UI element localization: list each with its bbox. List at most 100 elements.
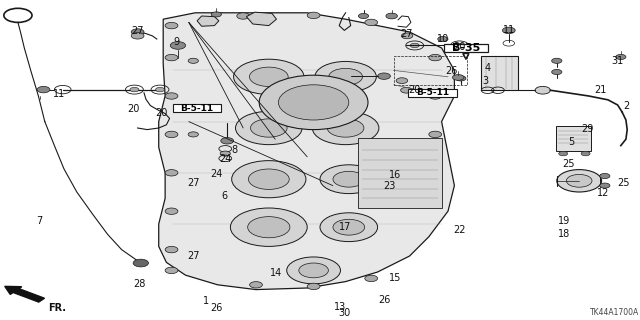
Circle shape — [37, 86, 50, 93]
Circle shape — [230, 208, 307, 246]
Circle shape — [165, 93, 178, 99]
Text: 18: 18 — [558, 228, 571, 239]
Text: 23: 23 — [383, 181, 396, 191]
Circle shape — [165, 170, 178, 176]
Text: 26: 26 — [378, 295, 391, 305]
Text: 28: 28 — [133, 279, 146, 289]
Circle shape — [365, 275, 378, 282]
Circle shape — [566, 174, 592, 187]
Text: 17: 17 — [339, 221, 352, 232]
Text: 14: 14 — [270, 268, 283, 278]
Circle shape — [156, 87, 164, 92]
Text: B-35: B-35 — [452, 43, 480, 53]
Circle shape — [248, 169, 289, 189]
Circle shape — [278, 85, 349, 120]
Text: 16: 16 — [389, 170, 402, 180]
Circle shape — [456, 76, 466, 81]
Circle shape — [410, 43, 419, 48]
Circle shape — [133, 259, 148, 267]
Circle shape — [165, 22, 178, 29]
Circle shape — [365, 19, 378, 26]
Circle shape — [307, 283, 320, 290]
Circle shape — [535, 86, 550, 94]
Text: 20: 20 — [408, 84, 421, 95]
Circle shape — [250, 282, 262, 288]
Circle shape — [378, 73, 390, 79]
Circle shape — [315, 61, 376, 92]
Circle shape — [248, 217, 290, 238]
Text: 24: 24 — [210, 169, 223, 180]
Circle shape — [502, 27, 515, 34]
Text: 9: 9 — [173, 36, 179, 47]
Text: 27: 27 — [400, 28, 413, 39]
Text: 26: 26 — [445, 66, 458, 76]
Text: 19: 19 — [558, 216, 571, 227]
Text: 27: 27 — [187, 251, 200, 261]
Circle shape — [165, 131, 178, 138]
Polygon shape — [246, 12, 276, 26]
Circle shape — [259, 75, 368, 130]
Bar — [556, 126, 591, 151]
Circle shape — [312, 111, 379, 145]
Circle shape — [327, 119, 364, 137]
Circle shape — [320, 165, 378, 194]
Text: 29: 29 — [581, 124, 594, 134]
Circle shape — [170, 42, 186, 49]
Circle shape — [250, 119, 287, 137]
Circle shape — [211, 12, 221, 17]
Text: 13: 13 — [334, 301, 347, 312]
Circle shape — [165, 54, 178, 61]
Circle shape — [333, 219, 365, 235]
Bar — [394, 56, 467, 85]
Text: 20: 20 — [156, 108, 168, 118]
Circle shape — [188, 58, 198, 63]
Circle shape — [429, 131, 442, 138]
Text: 20: 20 — [127, 104, 140, 115]
Circle shape — [333, 171, 365, 187]
Circle shape — [616, 54, 626, 60]
Text: 4: 4 — [484, 63, 491, 74]
Circle shape — [299, 263, 328, 278]
Circle shape — [600, 183, 610, 188]
FancyBboxPatch shape — [408, 89, 457, 97]
Text: 11: 11 — [502, 25, 515, 35]
Circle shape — [452, 75, 464, 80]
Circle shape — [552, 69, 562, 75]
Circle shape — [221, 138, 234, 144]
Text: 15: 15 — [389, 273, 402, 284]
Circle shape — [234, 59, 304, 94]
Circle shape — [429, 54, 442, 61]
Text: 21: 21 — [594, 85, 607, 95]
Text: B-5-11: B-5-11 — [416, 88, 449, 97]
Circle shape — [401, 87, 412, 93]
Circle shape — [358, 13, 369, 19]
Circle shape — [581, 151, 590, 156]
Text: 25: 25 — [562, 159, 575, 169]
Circle shape — [165, 208, 178, 214]
Polygon shape — [197, 16, 219, 26]
Circle shape — [559, 151, 568, 156]
FancyBboxPatch shape — [444, 44, 488, 52]
Text: 20: 20 — [453, 42, 466, 52]
Text: 30: 30 — [338, 308, 351, 318]
Circle shape — [165, 267, 178, 274]
Text: FR.: FR. — [48, 303, 66, 313]
Text: 27: 27 — [131, 26, 144, 36]
Circle shape — [220, 151, 230, 156]
Circle shape — [236, 111, 302, 145]
Circle shape — [237, 13, 250, 19]
Text: 2: 2 — [623, 100, 629, 111]
Circle shape — [455, 43, 464, 48]
Text: 10: 10 — [436, 34, 449, 44]
Circle shape — [552, 58, 562, 63]
Circle shape — [287, 257, 340, 284]
Circle shape — [131, 33, 144, 39]
Text: 6: 6 — [221, 191, 227, 201]
Bar — [481, 56, 518, 90]
Text: TK44A1700A: TK44A1700A — [589, 308, 639, 317]
Circle shape — [250, 67, 288, 86]
Circle shape — [438, 36, 448, 42]
Text: 22: 22 — [453, 225, 466, 235]
Circle shape — [232, 161, 306, 198]
Text: 11: 11 — [53, 89, 66, 100]
